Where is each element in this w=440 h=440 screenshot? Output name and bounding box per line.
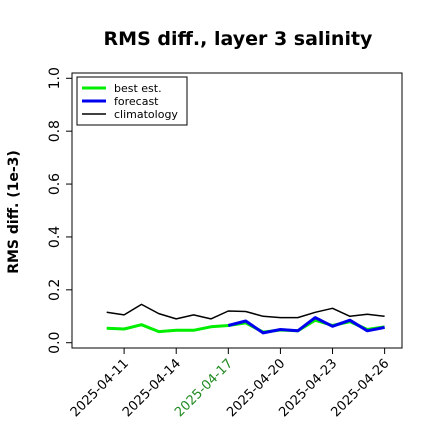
series-line-climatology [106, 303, 385, 320]
x-axis: 2025-04-112025-04-142025-04-172025-04-20… [68, 348, 392, 420]
chart-title: RMS diff., layer 3 salinity [104, 28, 374, 50]
legend-label: climatology [114, 108, 178, 121]
legend-label: best est. [114, 82, 162, 95]
y-tick-label: 0.2 [47, 279, 63, 301]
y-tick-label: 0.8 [47, 120, 63, 142]
y-tick-label: 0.6 [47, 173, 63, 195]
y-axis: 0.0 0.2 0.4 0.6 0.8 1.0 [47, 67, 72, 354]
series-layer [106, 303, 385, 335]
y-axis-label: RMS diff. (1e-3) [6, 150, 22, 274]
y-tick-label: 0.0 [47, 332, 63, 354]
legend-label: forecast [114, 95, 159, 108]
y-tick-label: 1.0 [47, 67, 63, 89]
plot-frame [71, 72, 403, 349]
series-line-forecast [227, 316, 385, 335]
y-tick-label: 0.4 [47, 226, 63, 248]
